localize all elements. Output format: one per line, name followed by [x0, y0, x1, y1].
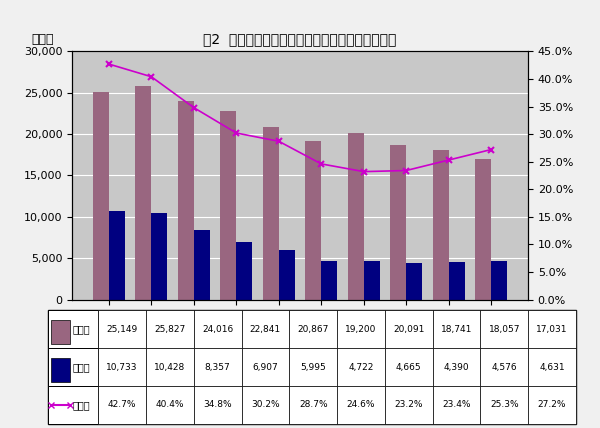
Bar: [135, 86, 151, 300]
Text: 24,016: 24,016: [202, 325, 233, 334]
Text: 10,733: 10,733: [106, 363, 138, 372]
Text: 4,631: 4,631: [539, 363, 565, 372]
Text: 20,867: 20,867: [298, 325, 329, 334]
Text: 25,149: 25,149: [106, 325, 137, 334]
Bar: [347, 134, 364, 300]
Bar: [385, 310, 433, 348]
Bar: [109, 211, 125, 300]
Bar: [178, 101, 194, 300]
Title: 図2  三重県の高等学校卒業後の就職状況について: 図2 三重県の高等学校卒業後の就職状況について: [203, 32, 397, 46]
Bar: [406, 263, 422, 300]
Bar: [289, 310, 337, 348]
Bar: [242, 310, 289, 348]
Bar: [151, 213, 167, 300]
Bar: [364, 261, 380, 300]
Text: 17,031: 17,031: [536, 325, 568, 334]
Bar: [242, 348, 289, 386]
Text: 4,576: 4,576: [491, 363, 517, 372]
Bar: [98, 348, 146, 386]
Text: 就職者: 就職者: [73, 362, 90, 372]
Bar: [146, 310, 194, 348]
Bar: [433, 348, 481, 386]
Text: 25.3%: 25.3%: [490, 400, 518, 409]
Bar: [98, 310, 146, 348]
Text: 卒業者: 卒業者: [73, 324, 90, 334]
Bar: [93, 92, 109, 300]
Bar: [481, 348, 528, 386]
Bar: [242, 386, 289, 424]
Bar: [194, 230, 210, 300]
Text: 18,741: 18,741: [441, 325, 472, 334]
Bar: [385, 348, 433, 386]
Bar: [263, 127, 279, 300]
Bar: [194, 386, 242, 424]
Bar: [50, 357, 70, 382]
Bar: [433, 310, 481, 348]
Text: 24.6%: 24.6%: [347, 400, 375, 409]
Bar: [50, 320, 70, 344]
Text: 25,827: 25,827: [154, 325, 185, 334]
Bar: [305, 141, 321, 300]
Bar: [481, 386, 528, 424]
Bar: [194, 310, 242, 348]
Bar: [146, 348, 194, 386]
Bar: [528, 386, 576, 424]
Bar: [289, 348, 337, 386]
Bar: [236, 242, 253, 300]
Text: 40.4%: 40.4%: [155, 400, 184, 409]
Text: 4,390: 4,390: [444, 363, 469, 372]
Bar: [433, 150, 449, 300]
Text: 6,907: 6,907: [253, 363, 278, 372]
Bar: [48, 386, 98, 424]
Text: 27.2%: 27.2%: [538, 400, 566, 409]
Text: （人）: （人）: [31, 33, 53, 46]
Text: 4,722: 4,722: [348, 363, 374, 372]
Bar: [433, 386, 481, 424]
Text: 28.7%: 28.7%: [299, 400, 328, 409]
Text: 就職率: 就職率: [73, 400, 90, 410]
Text: 23.2%: 23.2%: [395, 400, 423, 409]
Text: 42.7%: 42.7%: [108, 400, 136, 409]
Bar: [475, 159, 491, 300]
Bar: [48, 348, 98, 386]
Text: 34.8%: 34.8%: [203, 400, 232, 409]
Bar: [194, 348, 242, 386]
Bar: [491, 261, 507, 300]
Text: 22,841: 22,841: [250, 325, 281, 334]
Text: 19,200: 19,200: [345, 325, 377, 334]
Bar: [481, 310, 528, 348]
Text: 10,428: 10,428: [154, 363, 185, 372]
Bar: [48, 310, 98, 348]
Bar: [337, 348, 385, 386]
Bar: [146, 386, 194, 424]
Bar: [279, 250, 295, 300]
Bar: [98, 386, 146, 424]
Bar: [337, 310, 385, 348]
Text: 4,665: 4,665: [396, 363, 422, 372]
Text: 8,357: 8,357: [205, 363, 230, 372]
Text: 20,091: 20,091: [393, 325, 424, 334]
Bar: [390, 145, 406, 300]
Text: 18,057: 18,057: [488, 325, 520, 334]
Bar: [220, 110, 236, 300]
Bar: [528, 310, 576, 348]
Bar: [385, 386, 433, 424]
Bar: [321, 261, 337, 300]
Bar: [449, 262, 465, 300]
Bar: [289, 386, 337, 424]
Bar: [337, 386, 385, 424]
Text: 30.2%: 30.2%: [251, 400, 280, 409]
Bar: [528, 348, 576, 386]
Text: 5,995: 5,995: [301, 363, 326, 372]
Text: 23.4%: 23.4%: [442, 400, 471, 409]
